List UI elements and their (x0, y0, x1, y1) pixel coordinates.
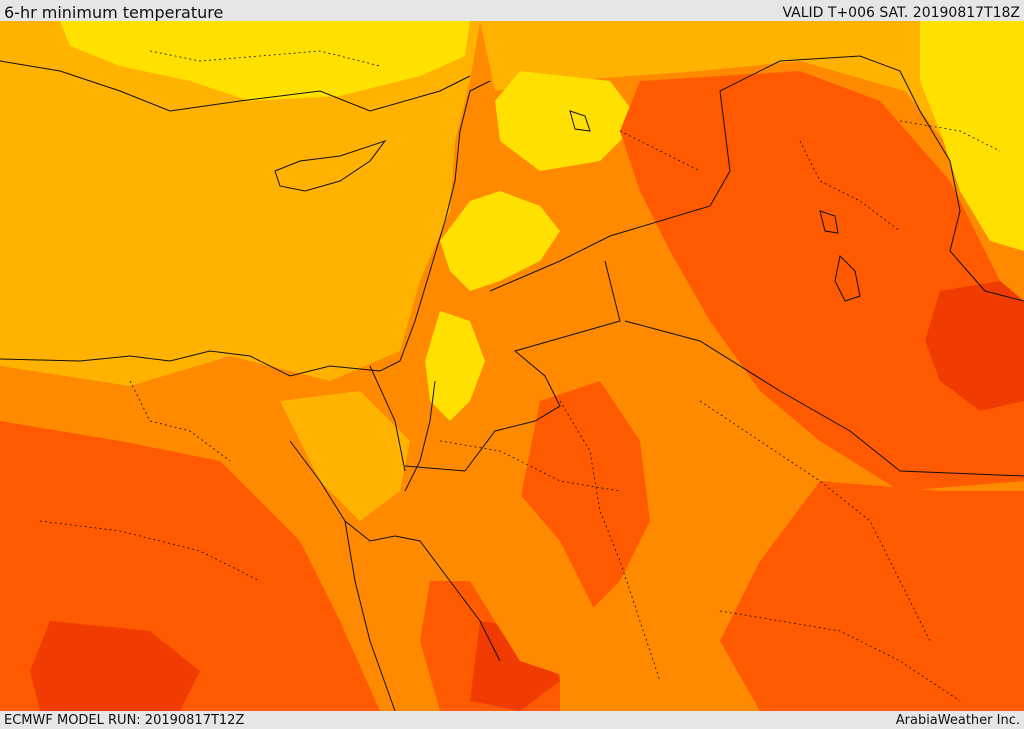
footer-bar (0, 711, 1024, 729)
credit-label: ArabiaWeather Inc. (895, 713, 1020, 728)
zone-syria-cool (495, 71, 640, 171)
map-title: 6-hr minimum temperature (4, 3, 224, 22)
zone-sinai-warm (280, 391, 410, 521)
zone-levant-cool (440, 191, 560, 291)
lake-tharthar (834, 254, 861, 302)
admin-line-10 (719, 610, 961, 702)
lake-habbaniyah (819, 210, 839, 234)
zone-jordan-cool (425, 311, 485, 421)
coastline-turkey (0, 60, 471, 112)
zone-ne-cool (920, 21, 1024, 251)
zone-sudan-hottest (30, 621, 200, 711)
border-jordan-saudi (404, 260, 621, 472)
admin-line-5 (699, 400, 931, 642)
border-egypt-israel (369, 365, 406, 472)
border-iraq-iran (779, 55, 1024, 302)
lake-assad (569, 110, 591, 132)
zone-mediterranean (0, 21, 480, 386)
admin-line-6 (439, 440, 621, 492)
border-iraq-saudi (624, 320, 1024, 477)
zone-anatolia-cool (60, 21, 470, 101)
zone-hijaz-warm (420, 461, 600, 681)
model-run-label: ECMWF MODEL RUN: 20190817T12Z (4, 713, 245, 728)
admin-line-8 (149, 50, 381, 67)
admin-line-3 (39, 520, 261, 582)
coastline-levant (0, 80, 491, 377)
zone-north-mild (480, 21, 1024, 161)
admin-boundaries (39, 50, 1001, 702)
zone-gulf-hottest (925, 281, 1024, 411)
header-bar (0, 0, 1024, 21)
admin-line-2 (129, 380, 231, 462)
boundaries (0, 55, 1024, 711)
valid-time-label: VALID T+006 SAT. 20190817T18Z (782, 5, 1020, 21)
red-sea-east-coast (394, 535, 501, 662)
temperature-map (0, 21, 1024, 711)
cyprus-island (274, 140, 387, 192)
zone-iraq-hot (620, 71, 1024, 491)
gulf-of-aqaba (404, 380, 436, 492)
zone-arabia-central-hot (720, 481, 1024, 711)
admin-line-9 (899, 120, 1001, 152)
admin-line-4 (559, 400, 661, 682)
red-sea-west-coast (344, 520, 396, 711)
border-syria-iraq (489, 60, 781, 292)
